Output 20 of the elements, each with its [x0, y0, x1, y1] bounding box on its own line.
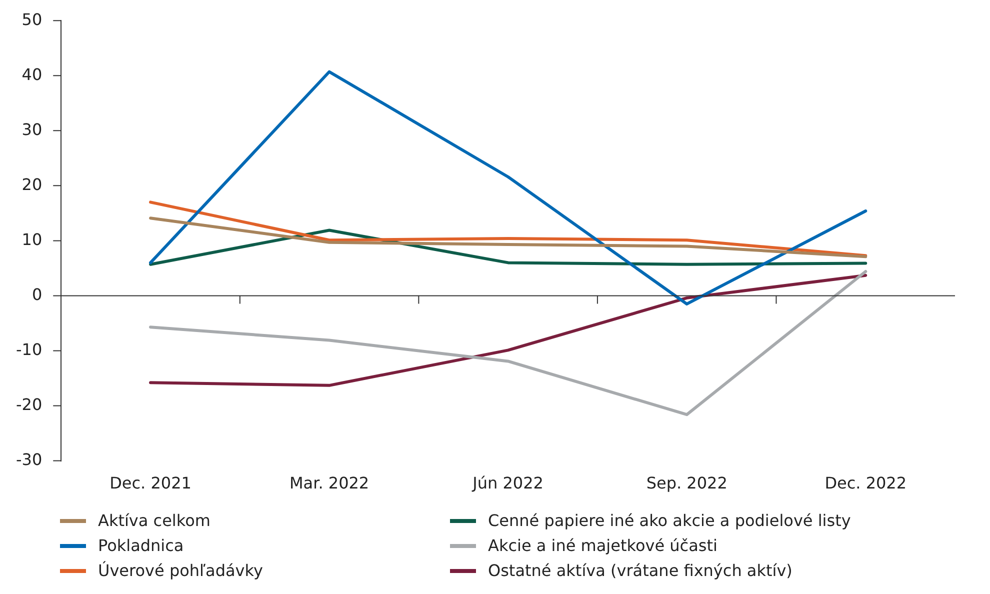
x-tick-label: Mar. 2022: [289, 474, 370, 493]
y-tick-label: 10: [22, 230, 42, 249]
legend-label: Akcie a iné majetkové účasti: [488, 536, 718, 555]
y-tick-label: 40: [22, 64, 42, 84]
x-tick-label: Dec. 2021: [110, 474, 192, 493]
y-tick-label: -30: [16, 450, 42, 469]
x-tick-label: Dec. 2022: [824, 474, 907, 493]
y-tick-label: -20: [16, 394, 42, 414]
legend-label: Aktíva celkom: [98, 511, 210, 530]
y-tick-label: 0: [32, 284, 42, 304]
y-tick-label: 30: [22, 120, 42, 139]
y-tick-label: 50: [22, 10, 42, 29]
y-tick-label: 20: [22, 174, 42, 194]
legend-label: Úverové pohľadávky: [98, 561, 263, 580]
x-tick-label: Sep. 2022: [646, 474, 728, 493]
legend-label: Ostatné aktíva (vrátane fixných aktív): [488, 561, 792, 580]
x-tick-label: Jún 2022: [472, 474, 544, 493]
legend-label: Cenné papiere iné ako akcie a podielové listy: [488, 511, 851, 530]
y-tick-label: -10: [16, 340, 42, 359]
legend-label: Pokladnica: [98, 536, 184, 555]
